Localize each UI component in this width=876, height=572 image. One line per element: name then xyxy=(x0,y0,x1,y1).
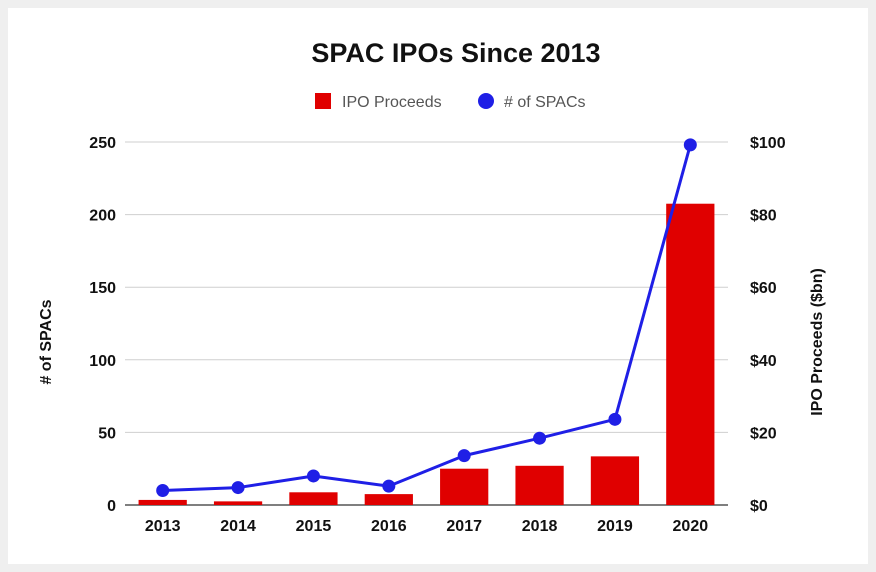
bar-ipo-proceeds-2016 xyxy=(364,494,413,505)
bar-ipo-proceeds-2014 xyxy=(213,501,263,505)
right-tick-label: $100 xyxy=(750,135,786,152)
legend: IPO Proceeds # of SPACs xyxy=(315,93,586,111)
point-num-spacs-2018 xyxy=(533,431,547,445)
chart-frame: SPAC IPOs Since 2013 IPO Proceeds # of S… xyxy=(8,8,868,564)
legend-label-num-spacs: # of SPACs xyxy=(504,94,586,111)
chart-title: SPAC IPOs Since 2013 xyxy=(311,38,600,68)
x-tick-label: 2017 xyxy=(446,518,482,535)
line-path-num-spacs xyxy=(162,144,692,492)
right-axis-ticks: $0 $20 $40 $60 $80 $100 xyxy=(750,135,786,515)
x-tick-label: 2016 xyxy=(371,518,407,535)
bar-ipo-proceeds-2015 xyxy=(289,492,338,505)
bar-ipo-proceeds-2013 xyxy=(138,499,187,505)
left-tick-label: 50 xyxy=(98,425,116,442)
right-axis-title: IPO Proceeds ($bn) xyxy=(809,268,826,416)
left-tick-label: 200 xyxy=(89,208,116,225)
left-axis-title: # of SPACs xyxy=(38,299,55,384)
right-tick-label: $0 xyxy=(750,498,768,515)
point-num-spacs-2020 xyxy=(683,138,697,152)
point-num-spacs-2013 xyxy=(156,483,170,497)
bar-ipo-proceeds-2017 xyxy=(440,468,489,505)
x-tick-label: 2020 xyxy=(673,518,709,535)
left-tick-label: 0 xyxy=(107,498,116,515)
point-num-spacs-2016 xyxy=(382,479,396,493)
bar-ipo-proceeds-2020 xyxy=(666,203,715,505)
x-tick-label: 2013 xyxy=(145,518,181,535)
x-axis-ticks: 2013 2014 2015 2016 2017 2018 2019 2020 xyxy=(145,518,708,535)
left-tick-label: 100 xyxy=(89,353,116,370)
point-num-spacs-2017 xyxy=(457,449,471,463)
x-tick-label: 2015 xyxy=(296,518,332,535)
line-num-spacs xyxy=(156,138,697,497)
spac-chart: SPAC IPOs Since 2013 IPO Proceeds # of S… xyxy=(38,38,826,535)
left-axis-ticks: 0 50 100 150 200 250 xyxy=(89,135,116,515)
point-num-spacs-2019 xyxy=(608,412,622,426)
x-tick-label: 2014 xyxy=(220,518,256,535)
point-num-spacs-2015 xyxy=(306,469,320,483)
point-num-spacs-2014 xyxy=(231,481,245,495)
bar-ipo-proceeds-2018 xyxy=(515,465,564,505)
bar-ipo-proceeds-2019 xyxy=(590,456,640,505)
right-tick-label: $60 xyxy=(750,280,777,297)
right-tick-label: $40 xyxy=(750,353,777,370)
bars-ipo-proceeds xyxy=(138,203,715,505)
x-tick-label: 2018 xyxy=(522,518,558,535)
left-tick-label: 150 xyxy=(89,280,116,297)
right-tick-label: $80 xyxy=(750,208,777,225)
legend-swatch-num-spacs xyxy=(478,93,494,109)
x-tick-label: 2019 xyxy=(597,518,633,535)
legend-swatch-ipo-proceeds xyxy=(315,93,331,109)
legend-label-ipo-proceeds: IPO Proceeds xyxy=(342,94,442,111)
gridlines xyxy=(125,141,728,506)
left-tick-label: 250 xyxy=(89,135,116,152)
right-tick-label: $20 xyxy=(750,425,777,442)
